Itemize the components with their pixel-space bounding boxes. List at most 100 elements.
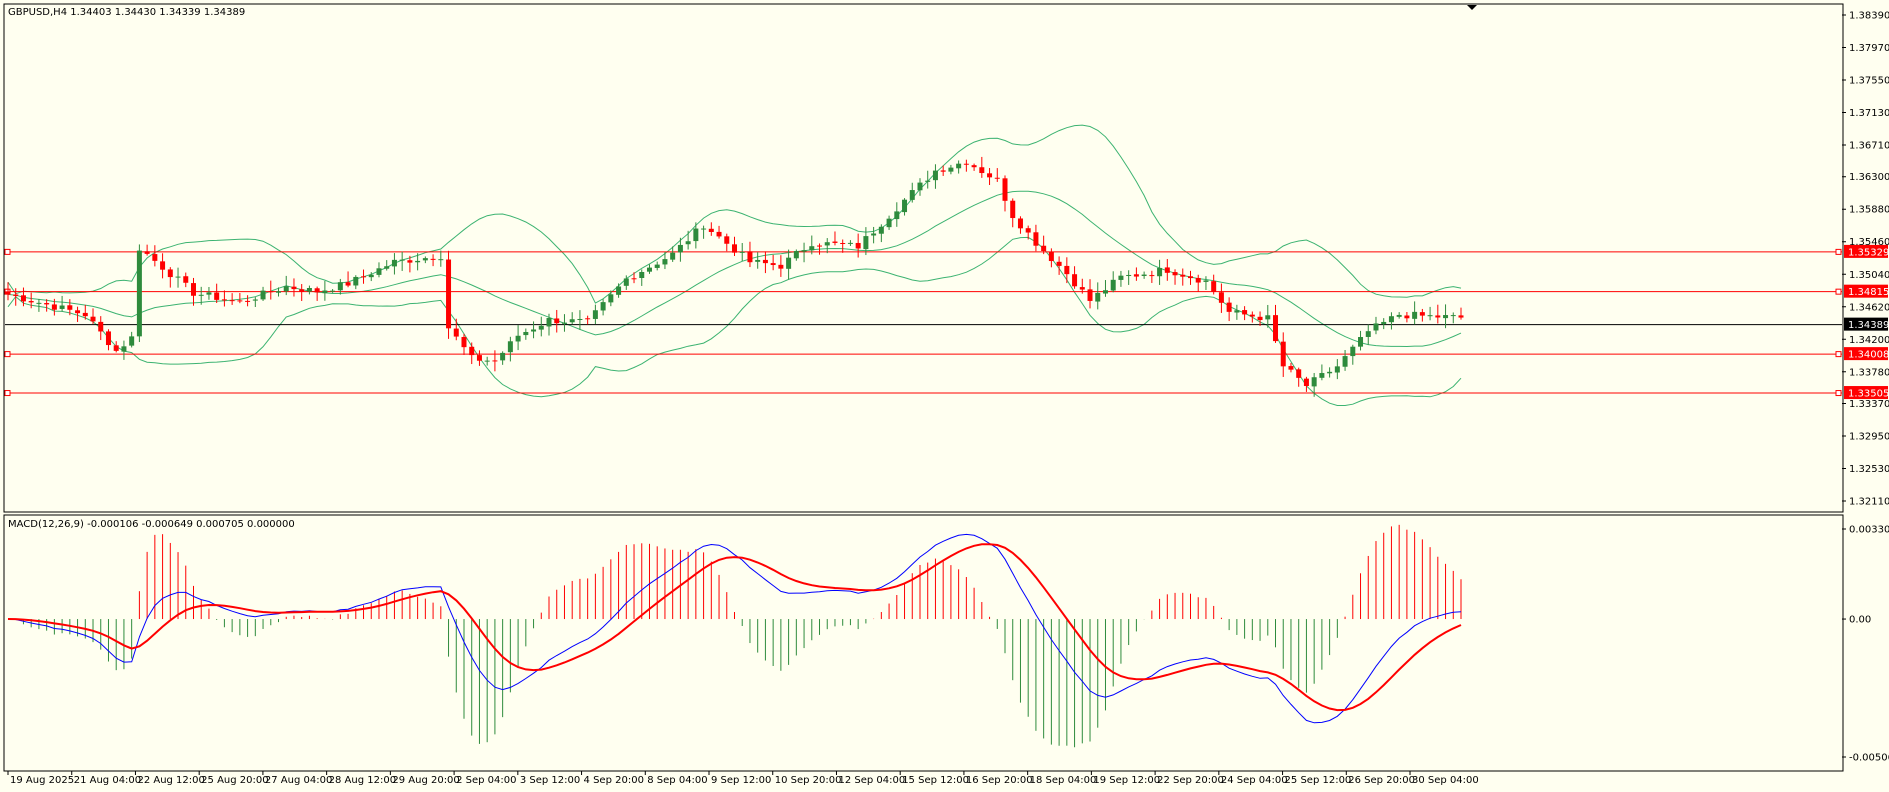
time-tick-label: 15 Sep 12:00 [902,775,969,786]
candle-body [515,335,521,342]
svg-text:1.33505: 1.33505 [1848,389,1889,400]
candles [5,156,1464,397]
time-tick-label: 19 Aug 2025 [10,775,74,786]
candle-body [1087,289,1093,301]
candle-body [832,241,838,243]
candle-body [1427,315,1433,317]
svg-text:1.34815: 1.34815 [1848,287,1889,298]
candle-body [585,318,591,320]
candle-body [755,259,761,262]
band-upper [7,124,1462,304]
level-handle-right[interactable] [1835,351,1842,358]
time-tick-label: 19 Sep 12:00 [1093,775,1160,786]
time-tick-label: 25 Aug 20:00 [201,775,268,786]
candle-body [407,260,413,263]
time-tick-label: 2 Sep 04:00 [456,775,516,786]
candle-body [902,199,908,213]
candle-body [75,310,81,314]
candle-body [391,259,397,267]
candle-body [453,328,459,337]
candle-body [113,345,119,351]
candle-body [956,163,962,169]
candle-body [561,322,567,324]
level-price-label: 1.34815 [1844,284,1889,298]
candle-body [67,305,73,310]
candle-body [105,331,111,346]
candle-body [739,251,745,253]
candle-body [894,211,900,220]
candle-body [1102,290,1108,294]
candle-body [608,294,614,303]
price-axis: 1.38390 1.37970 1.37550 1.37130 1.36710 1.363… [1842,11,1889,508]
time-tick-label: 8 Sep 04:00 [647,775,707,786]
price-tick-label: 1.32530 [1849,464,1889,475]
level-handle-right[interactable] [1835,248,1842,255]
price-panel[interactable]: 1.35329 1.34815 1.34008 1.33505 1.34389 1.38… [3,3,1889,513]
candle-body [770,263,776,266]
candle-body [1234,310,1240,313]
candle-body [1303,378,1309,387]
candle-body [523,331,529,336]
candle-body [1095,292,1101,302]
candle-body [1396,314,1402,317]
price-tick-label: 1.32950 [1849,431,1889,442]
price-tick-label: 1.32110 [1849,497,1889,508]
candle-body [987,173,993,178]
candle-body [415,260,421,263]
candle-body [1273,315,1279,342]
candle-body [724,236,730,244]
candle-body [1164,267,1170,273]
candle-body [322,290,328,294]
price-tick-label: 1.36710 [1849,141,1889,152]
candle-body [917,182,923,191]
macd-title: MACD(12,26,9) -0.000106 -0.000649 0.0007… [8,519,295,530]
shift-marker-icon[interactable] [1467,5,1477,10]
candle-body [291,286,297,290]
candle-body [1010,200,1016,219]
candle-body [507,341,513,353]
candle-body [1249,314,1255,317]
time-tick-label: 22 Sep 20:00 [1157,775,1224,786]
macd-axis: 0.003303 0.00 -0.00506 [1842,525,1889,764]
candle-body [778,264,784,269]
candle-body [1296,369,1302,378]
candle-body [1257,316,1263,321]
candle-body [206,292,212,295]
candle-body [1381,321,1387,325]
candle-body [44,303,50,305]
svg-text:1.34389: 1.34389 [1848,320,1889,331]
price-tick-label: 1.35880 [1849,205,1889,216]
candle-body [229,300,235,302]
candle-body [1110,279,1116,291]
time-tick-label: 27 Aug 04:00 [265,775,332,786]
level-handle-left[interactable] [4,351,11,358]
time-tick-label: 4 Sep 20:00 [584,775,644,786]
candle-body [160,261,166,270]
candle-body [492,360,498,362]
candle-body [399,259,405,261]
candle-body [198,294,204,296]
candle-body [1242,310,1248,315]
candle-body [809,246,815,251]
level-handle-right[interactable] [1835,288,1842,295]
candle-body [646,267,652,272]
candle-body [1373,323,1379,331]
candle-body [1458,315,1464,318]
time-tick-label: 9 Sep 12:00 [711,775,771,786]
candle-body [554,318,560,324]
time-tick-label: 12 Sep 04:00 [838,775,905,786]
level-handle-left[interactable] [4,390,11,397]
candle-body [538,325,544,330]
candle-body [476,355,482,361]
candle-body [136,250,142,337]
candle-body [221,299,227,301]
horizontal-levels[interactable]: 1.35329 1.34815 1.34008 1.33505 1.34389 [4,244,1889,400]
level-handle-left[interactable] [4,248,11,255]
time-tick-label: 16 Sep 20:00 [966,775,1033,786]
candle-body [1056,261,1062,266]
candle-body [747,251,753,263]
macd-panel[interactable]: 0.003303 0.00 -0.00506 MACD(12,26,9) -0.00… [3,514,1889,772]
candle-body [592,310,598,319]
level-handle-right[interactable] [1835,390,1842,397]
